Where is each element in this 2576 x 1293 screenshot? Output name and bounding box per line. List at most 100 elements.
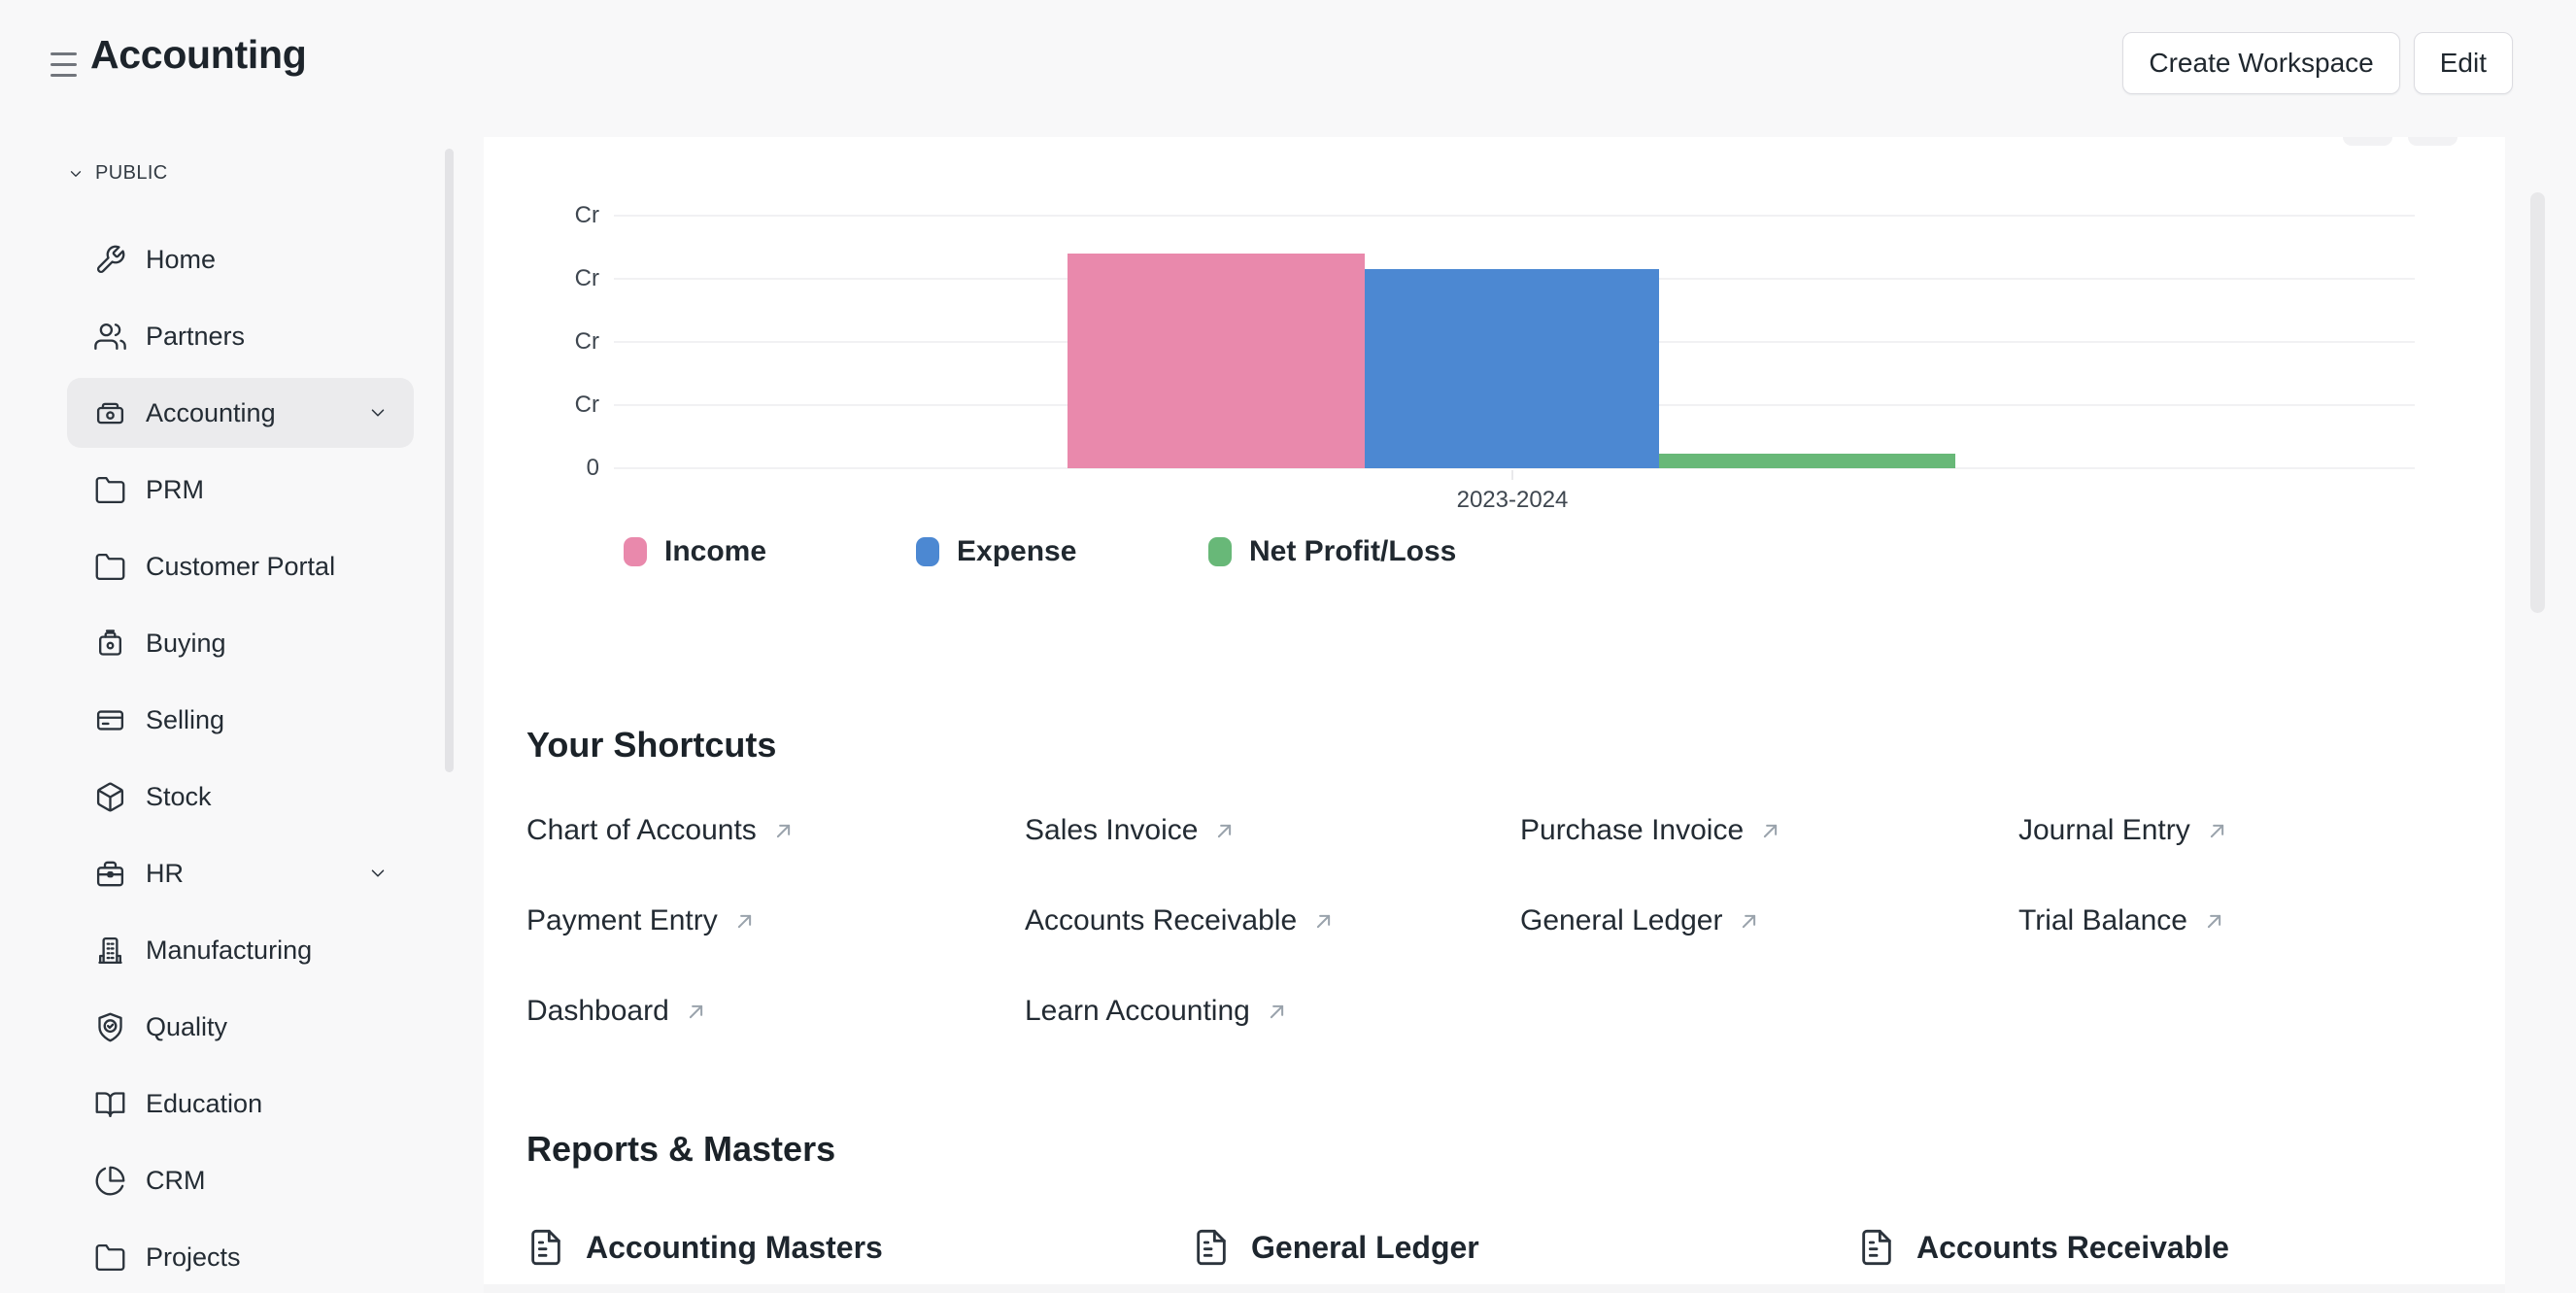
report-group-general-ledger[interactable]: General Ledger xyxy=(1192,1220,1479,1275)
net-profit-loss-bar xyxy=(1659,454,1955,468)
report-group-label: Accounting Masters xyxy=(586,1229,883,1265)
report-group-label: Accounts Receivable xyxy=(1916,1229,2229,1265)
chart-filter-button-partial[interactable] xyxy=(2343,137,2392,146)
shortcut-dashboard[interactable]: Dashboard xyxy=(526,990,709,1033)
box-icon xyxy=(94,781,126,813)
shortcut-label: Dashboard xyxy=(526,995,669,1027)
sidebar-item-partners[interactable]: Partners xyxy=(67,301,414,371)
sidebar-item-manufacturing[interactable]: Manufacturing xyxy=(67,915,414,985)
arrow-up-right-icon xyxy=(1764,824,1778,837)
sidebar-item-accounting[interactable]: Accounting xyxy=(67,378,414,448)
sidebar-scrollbar[interactable] xyxy=(445,149,454,772)
file-text-icon xyxy=(1862,1229,1891,1266)
sidebar-item-crm[interactable]: CRM xyxy=(67,1145,414,1215)
tools-icon xyxy=(94,244,126,276)
shortcut-label: Payment Entry xyxy=(526,904,718,936)
expense-bar xyxy=(1365,269,1659,468)
y-axis-tick-label: Cr xyxy=(574,265,599,291)
sidebar-item-home[interactable]: Home xyxy=(67,224,414,294)
shortcut-label: Trial Balance xyxy=(2018,904,2187,936)
sidebar-item-prm[interactable]: PRM xyxy=(67,455,414,525)
pie-chart-icon xyxy=(94,1165,126,1197)
sidebar-section-public[interactable]: PUBLIC xyxy=(67,162,168,185)
report-group-label: General Ledger xyxy=(1251,1229,1479,1265)
legend-label: Income xyxy=(664,535,767,567)
shortcut-accounts-receivable[interactable]: Accounts Receivable xyxy=(1025,900,1337,942)
shortcut-label: Journal Entry xyxy=(2018,814,2190,846)
building-icon xyxy=(94,935,126,967)
shortcut-label: Accounts Receivable xyxy=(1025,904,1298,936)
chart-filter-button-partial[interactable] xyxy=(2408,137,2457,146)
briefcase-icon xyxy=(94,858,126,890)
gridline xyxy=(614,215,2415,217)
arrow-up-right-icon xyxy=(737,914,751,928)
shortcut-purchase-invoice[interactable]: Purchase Invoice xyxy=(1520,809,1783,852)
shortcuts-heading: Your Shortcuts xyxy=(526,725,777,765)
chevron-down-icon[interactable] xyxy=(367,402,389,424)
arrow-up-right-icon xyxy=(2210,824,2223,837)
sidebar-item-label: Accounting xyxy=(146,397,276,427)
sidebar-item-buying[interactable]: Buying xyxy=(67,608,414,678)
shortcut-trial-balance[interactable]: Trial Balance xyxy=(2018,900,2227,942)
report-group-accounts-receivable[interactable]: Accounts Receivable xyxy=(1857,1220,2229,1275)
shopping-bag-icon xyxy=(94,628,126,660)
sidebar-item-label: PRM xyxy=(146,474,204,504)
create-workspace-button[interactable]: Create Workspace xyxy=(2122,32,2400,94)
shortcut-general-ledger[interactable]: General Ledger xyxy=(1520,900,1762,942)
shortcut-payment-entry[interactable]: Payment Entry xyxy=(526,900,758,942)
page-scrollbar[interactable] xyxy=(2530,192,2545,613)
arrow-up-right-icon xyxy=(1317,914,1331,928)
arrow-up-right-icon xyxy=(2207,914,2221,928)
file-text-icon xyxy=(1197,1229,1226,1266)
sidebar-item-label: Manufacturing xyxy=(146,935,313,965)
sidebar-item-label: Education xyxy=(146,1088,263,1118)
sidebar-item-label: Selling xyxy=(146,704,225,734)
shortcut-sales-invoice[interactable]: Sales Invoice xyxy=(1025,809,1237,852)
x-axis-label: 2023-2024 xyxy=(1456,487,1569,513)
shortcut-chart-of-accounts[interactable]: Chart of Accounts xyxy=(526,809,797,852)
arrow-up-right-icon xyxy=(776,824,790,837)
sidebar-item-education[interactable]: Education xyxy=(67,1069,414,1139)
legend-item-net-profit-loss: Net Profit/Loss xyxy=(1208,533,1456,570)
shortcut-label: Learn Accounting xyxy=(1025,995,1250,1027)
sidebar-item-stock[interactable]: Stock xyxy=(67,762,414,832)
edit-button[interactable]: Edit xyxy=(2413,32,2513,94)
folder-icon xyxy=(94,474,126,506)
shortcut-learn-accounting[interactable]: Learn Accounting xyxy=(1025,990,1290,1033)
sidebar-item-selling[interactable]: Selling xyxy=(67,685,414,755)
sidebar-item-label: CRM xyxy=(146,1165,206,1195)
sidebar-item-quality[interactable]: Quality xyxy=(67,992,414,1062)
y-axis-tick-label: Cr xyxy=(574,328,599,355)
income-bar xyxy=(1068,254,1365,468)
sidebar-item-customer-portal[interactable]: Customer Portal xyxy=(67,531,414,601)
expense-swatch-icon xyxy=(916,537,939,566)
legend-label: Expense xyxy=(957,535,1077,567)
header-actions: Create Workspace Edit xyxy=(2122,32,2513,94)
file-text-icon xyxy=(531,1229,560,1266)
sidebar: Home Partners Accounting PRM Customer Po… xyxy=(67,224,414,1293)
shortcut-journal-entry[interactable]: Journal Entry xyxy=(2018,809,2230,852)
sidebar-item-label: Partners xyxy=(146,321,246,351)
sidebar-item-label: Customer Portal xyxy=(146,551,336,581)
sidebar-item-projects[interactable]: Projects xyxy=(67,1222,414,1292)
shortcut-label: Sales Invoice xyxy=(1025,814,1199,846)
hamburger-menu-icon[interactable] xyxy=(51,52,77,77)
shortcut-label: Chart of Accounts xyxy=(526,814,757,846)
report-group-accounting-masters[interactable]: Accounting Masters xyxy=(526,1220,883,1275)
income-swatch-icon xyxy=(624,537,647,566)
chevron-down-icon[interactable] xyxy=(367,863,389,884)
y-axis-tick-label: Cr xyxy=(574,391,599,418)
reports-masters-heading: Reports & Masters xyxy=(526,1129,836,1169)
sidebar-item-label: Home xyxy=(146,244,217,274)
gridline xyxy=(614,467,2415,469)
net-profit-loss-swatch-icon xyxy=(1208,537,1232,566)
sidebar-item-label: Stock xyxy=(146,781,212,811)
legend-label: Net Profit/Loss xyxy=(1249,535,1457,567)
users-icon xyxy=(94,321,126,353)
sidebar-item-hr[interactable]: HR xyxy=(67,838,414,908)
page-title: Accounting xyxy=(90,32,307,77)
shortcut-label: Purchase Invoice xyxy=(1520,814,1745,846)
shield-check-icon xyxy=(94,1011,126,1043)
folder-icon xyxy=(94,551,126,583)
